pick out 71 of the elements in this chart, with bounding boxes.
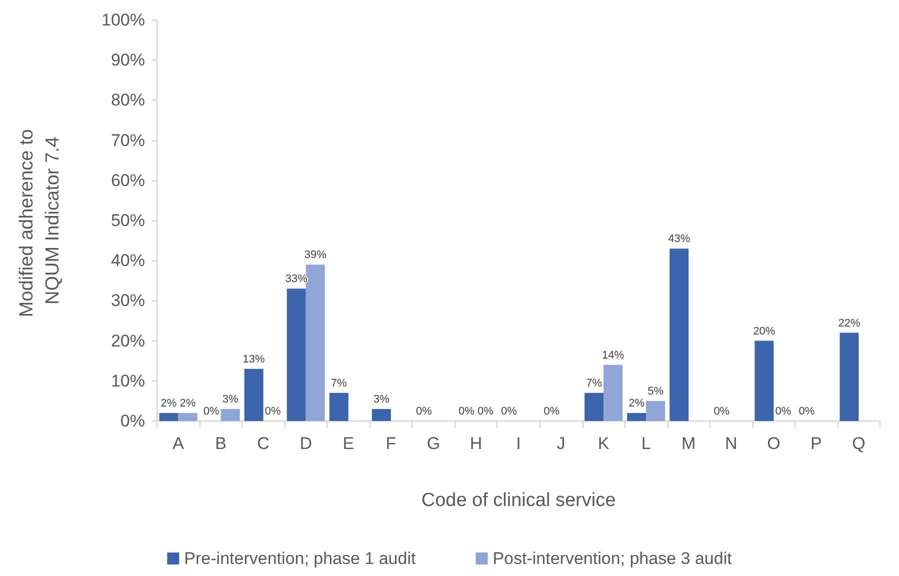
data-label: 14%: [602, 349, 624, 362]
data-label: 0%: [775, 406, 792, 418]
x-tick-label: F: [386, 434, 396, 453]
data-label: 13%: [242, 353, 266, 366]
x-tick-label: B: [215, 434, 226, 453]
y-tick-label: 70%: [110, 130, 145, 150]
legend-label: Pre-intervention; phase 1 audit: [184, 549, 416, 568]
bar: [159, 412, 178, 421]
x-tick-label: D: [300, 434, 312, 453]
data-label: 0%: [203, 406, 220, 418]
bar: [670, 248, 689, 421]
bar: [178, 412, 198, 421]
x-tick-label: G: [426, 434, 440, 453]
bar: [627, 412, 646, 421]
y-tick-label: 60%: [110, 170, 145, 190]
data-label: 2%: [628, 397, 645, 410]
bar: [286, 288, 306, 421]
data-label: 0%: [416, 406, 432, 418]
bar: [306, 264, 325, 421]
data-label: 43%: [668, 233, 690, 246]
x-tick-label: I: [516, 434, 521, 453]
data-label: 20%: [753, 325, 776, 338]
data-label: 2%: [160, 397, 177, 410]
x-tick-label: C: [257, 434, 270, 453]
data-label: 0%: [798, 406, 815, 418]
bar: [754, 340, 774, 421]
bar: [840, 332, 859, 421]
bar: [646, 400, 666, 421]
y-tick-label: 80%: [110, 90, 145, 110]
x-tick-label: H: [470, 434, 482, 453]
x-tick-label: M: [682, 434, 696, 453]
y-tick-label: 100%: [102, 10, 145, 30]
bar: [220, 408, 240, 421]
x-tick-label: P: [810, 434, 822, 453]
y-tick-label: 90%: [110, 50, 145, 70]
x-tick-label: Q: [852, 434, 866, 453]
data-label: 0%: [714, 406, 730, 418]
x-tick-label: K: [598, 434, 610, 453]
y-tick-label: 20%: [110, 331, 145, 350]
data-label: 3%: [373, 393, 390, 406]
y-tick-label: 30%: [110, 291, 145, 310]
data-label: 2%: [180, 397, 196, 410]
data-label: 22%: [838, 317, 860, 330]
data-label: 3%: [222, 393, 238, 406]
x-tick-label: O: [767, 434, 780, 453]
x-tick-label: N: [725, 434, 738, 453]
x-tick-label: L: [641, 434, 651, 453]
data-label: 0%: [264, 406, 281, 418]
x-tick-label: E: [342, 434, 354, 453]
bar: [244, 368, 264, 421]
bar: [372, 408, 391, 421]
data-label: 0%: [501, 406, 518, 418]
x-tick-label: A: [172, 434, 185, 453]
legend-label: Post-intervention; phase 3 audit: [492, 549, 732, 568]
data-label: 39%: [304, 249, 327, 262]
y-tick-label: 40%: [110, 251, 145, 270]
bar: [329, 392, 348, 421]
bar: [584, 392, 604, 421]
data-label: 0%: [458, 406, 475, 418]
x-tick-label: J: [556, 434, 566, 453]
y-axis-title: Modified adherence to NQUM Indicator 7.4: [16, 124, 64, 318]
data-label: 0%: [478, 406, 494, 418]
data-label: 7%: [330, 377, 348, 390]
data-label: 5%: [648, 385, 664, 398]
data-label: 7%: [586, 377, 602, 390]
data-label: 0%: [544, 406, 560, 418]
bar: [604, 364, 623, 421]
y-tick-label: 0%: [120, 412, 145, 430]
y-tick-label: 50%: [110, 211, 145, 230]
y-tick-label: 10%: [110, 371, 145, 390]
x-axis-title: Code of clinical service: [421, 490, 616, 511]
